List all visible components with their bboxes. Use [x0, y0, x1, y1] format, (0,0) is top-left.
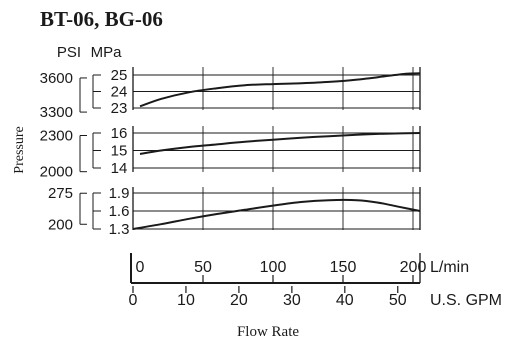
psi-tick-label: 200 [48, 216, 73, 233]
mpa-tick-label: 1.6 [109, 203, 130, 220]
psi-unit-header: PSI [57, 44, 81, 61]
mpa-tick-label: 23 [111, 100, 128, 117]
x-axis-label: Flow Rate [237, 324, 299, 340]
x-tick-label-lmin: 0 [136, 259, 145, 276]
x-tick-label-gpm: 30 [283, 292, 301, 309]
x-tick-label-lmin: 150 [330, 259, 357, 276]
mpa-tick-label: 24 [111, 84, 128, 101]
psi-tick-label: 3300 [40, 104, 73, 121]
pressure-curve-1 [139, 72, 421, 108]
mpa-tick-label: 1.9 [109, 185, 130, 202]
x-tick-label-gpm: 40 [336, 292, 354, 309]
x-tick-label-lmin: 50 [194, 259, 212, 276]
mpa-tick-label: 1.3 [109, 221, 130, 238]
x-tick-label-gpm: 10 [177, 292, 195, 309]
psi-tick-label: 2000 [40, 164, 73, 181]
x-unit-gpm: U.S. GPM [430, 292, 502, 309]
panel-3: 1.31.61.9 200 275 [48, 185, 421, 238]
psi-tick-label: 3600 [40, 70, 73, 87]
x-tick-label-gpm: 0 [129, 292, 138, 309]
y-axis-label: Pressure [12, 126, 27, 173]
x-tick-label-lmin: 200 [400, 259, 427, 276]
mpa-tick-label: 14 [111, 160, 128, 177]
mpa-unit-header: MPa [91, 44, 123, 61]
pressure-curve-3 [132, 198, 421, 230]
psi-tick-label: 2300 [40, 127, 73, 144]
psi-tick-label: 275 [48, 185, 73, 202]
pressure-curve-2 [139, 132, 421, 155]
mpa-tick-label: 15 [111, 143, 128, 160]
mpa-tick-label: 16 [111, 125, 128, 142]
x-axes: 0 50 100 150 200 0 10 20 30 40 50 [129, 253, 427, 309]
x-unit-lmin: L/min [430, 259, 469, 276]
chart-title: BT-06, BG-06 [40, 7, 163, 31]
x-tick-label-lmin: 100 [260, 259, 287, 276]
x-tick-label-gpm: 20 [230, 292, 248, 309]
mpa-tick-label: 25 [111, 67, 128, 84]
x-tick-label-gpm: 50 [389, 292, 407, 309]
